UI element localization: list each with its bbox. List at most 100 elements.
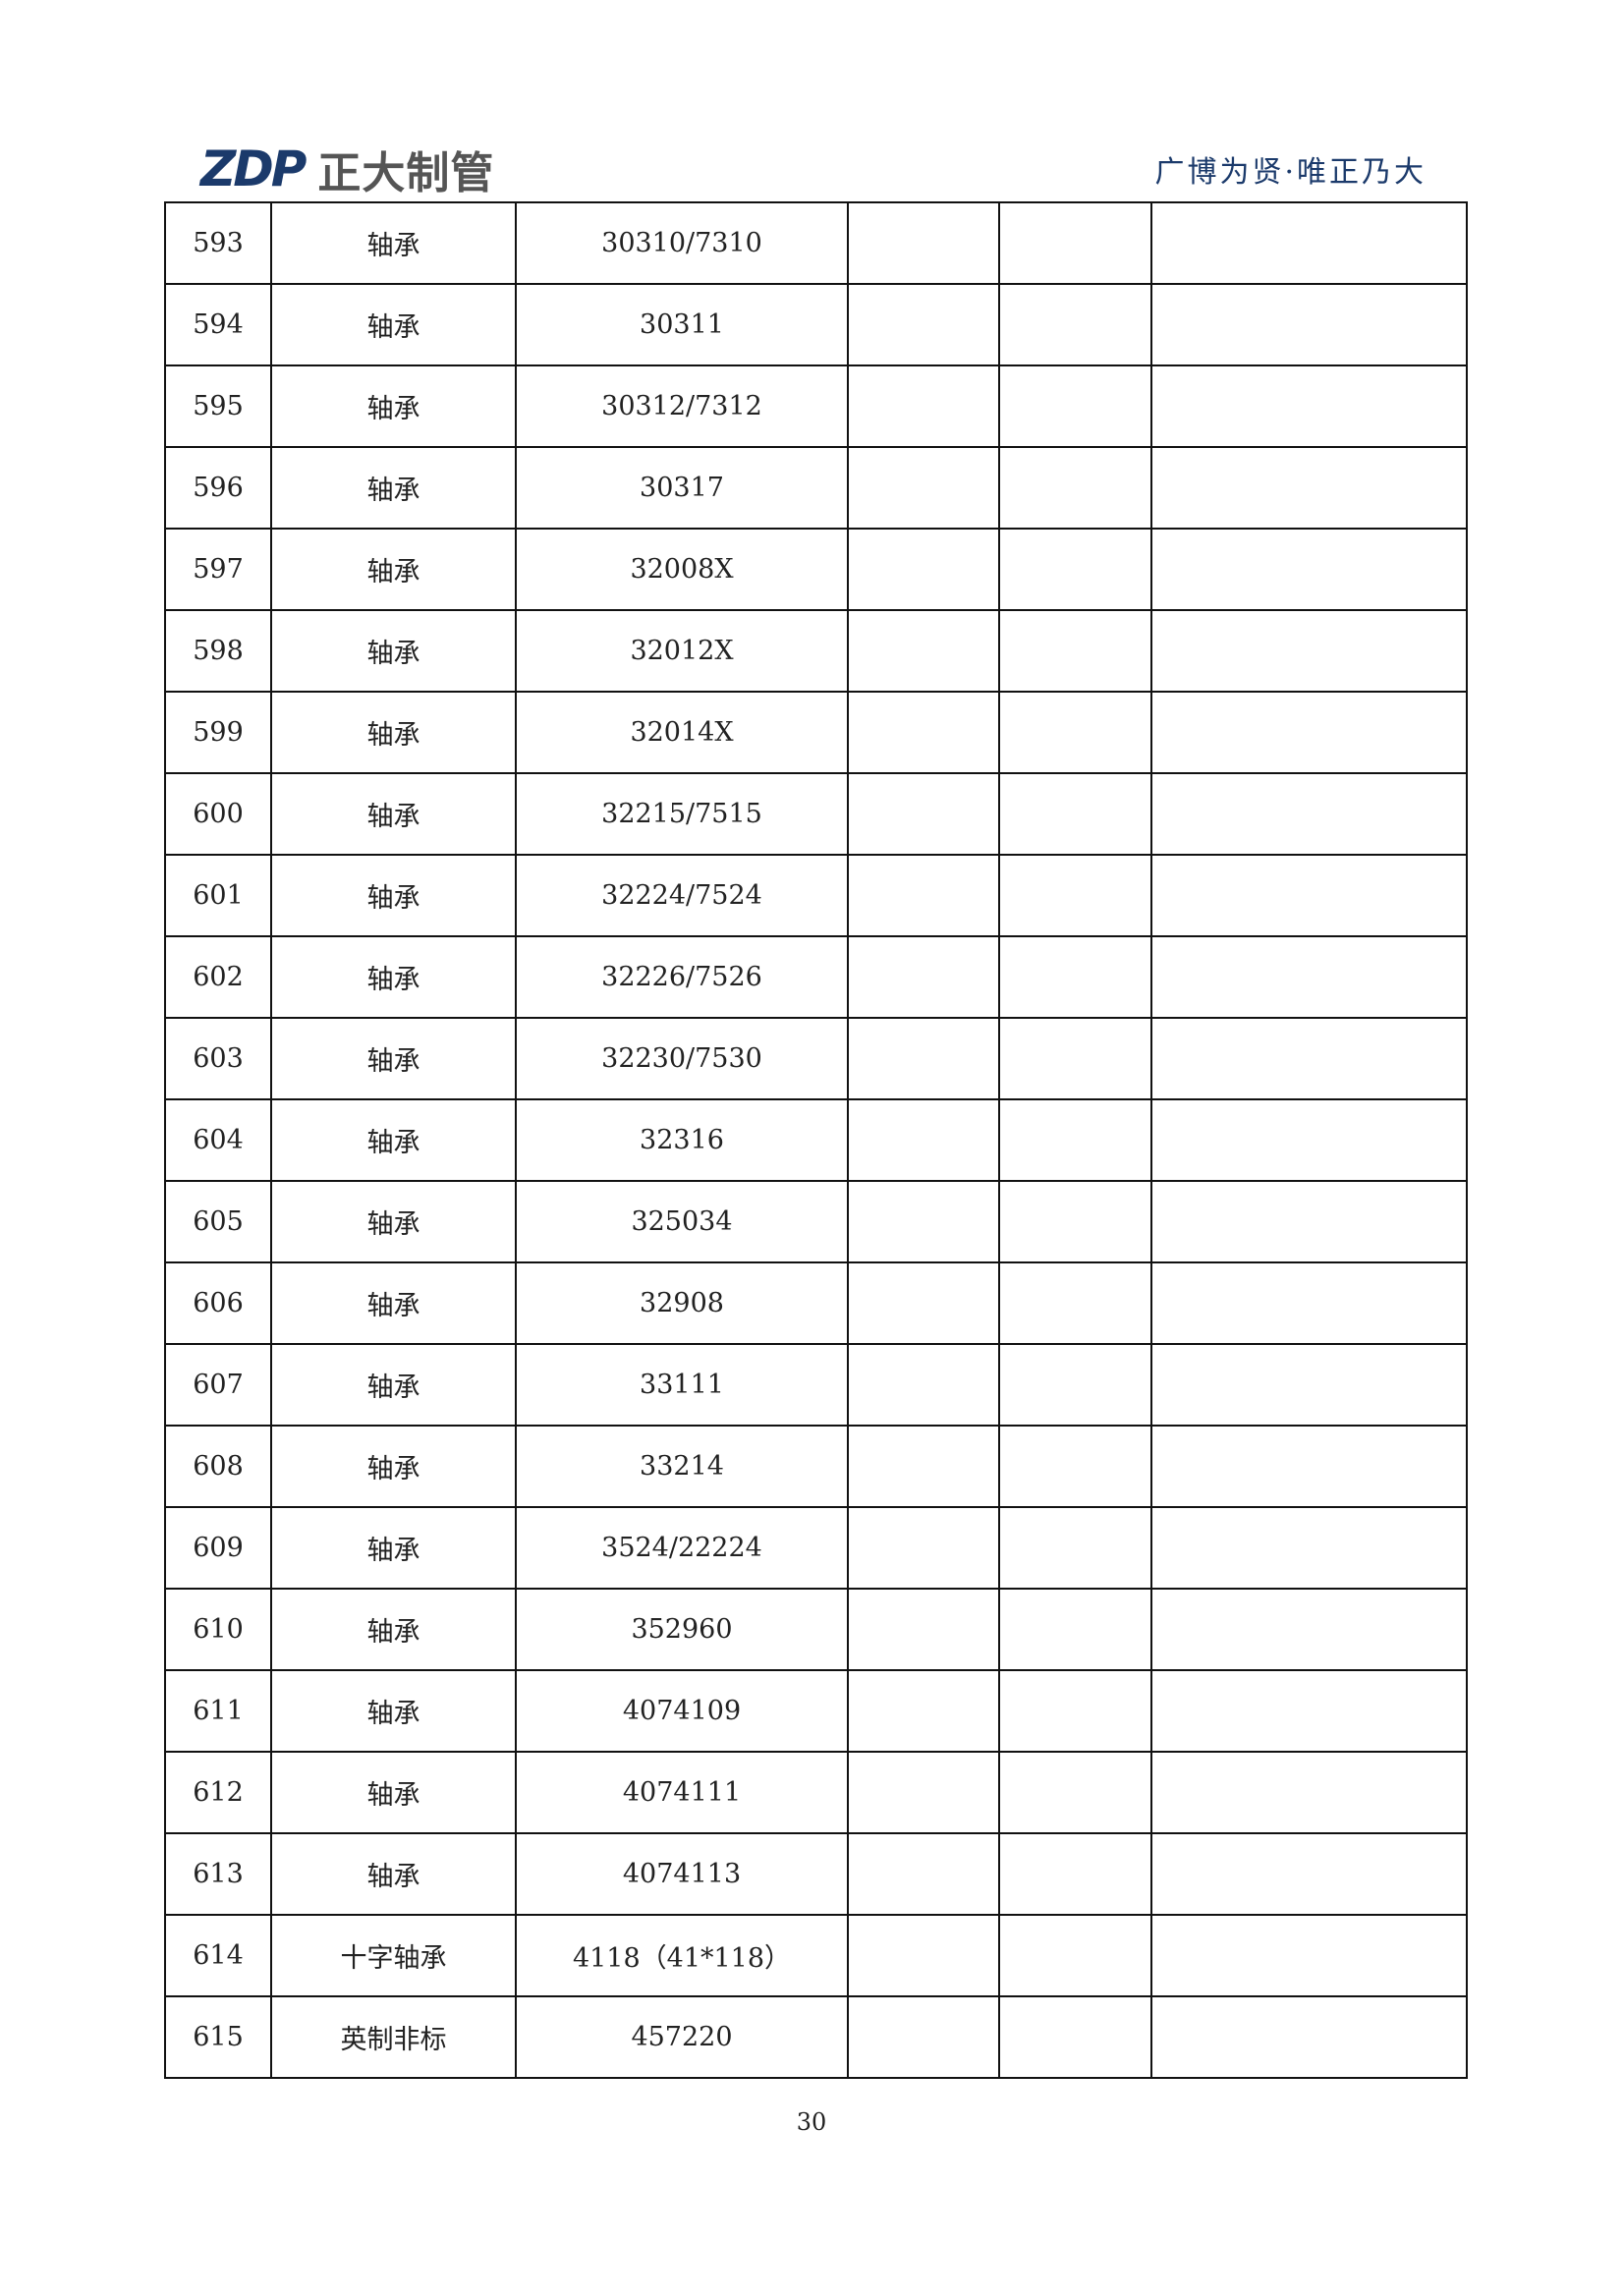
item-name: 轴承 xyxy=(270,1180,517,1263)
item-model: 30312/7312 xyxy=(515,364,849,448)
item-name: 轴承 xyxy=(270,935,517,1019)
empty-cell xyxy=(998,1914,1152,1997)
item-model: 32230/7530 xyxy=(515,1017,849,1100)
item-name: 轴承 xyxy=(270,1751,517,1834)
table-row: 613 轴承 4074113 xyxy=(164,1832,1468,1916)
item-model: 32908 xyxy=(515,1261,849,1345)
item-name: 轴承 xyxy=(270,1098,517,1182)
item-model: 352960 xyxy=(515,1588,849,1671)
empty-cell xyxy=(1150,935,1468,1019)
empty-cell xyxy=(847,446,1000,530)
row-number: 595 xyxy=(164,364,272,448)
empty-cell xyxy=(1150,1425,1468,1508)
row-number: 600 xyxy=(164,772,272,856)
empty-cell xyxy=(847,283,1000,366)
table-row: 606 轴承 32908 xyxy=(164,1261,1468,1345)
item-name: 轴承 xyxy=(270,854,517,937)
item-model: 32014X xyxy=(515,691,849,774)
table-row: 600 轴承 32215/7515 xyxy=(164,772,1468,856)
row-number: 593 xyxy=(164,201,272,285)
item-name: 轴承 xyxy=(270,609,517,693)
item-model: 32008X xyxy=(515,528,849,611)
table-row: 601 轴承 32224/7524 xyxy=(164,854,1468,937)
empty-cell xyxy=(847,1180,1000,1263)
item-name: 轴承 xyxy=(270,691,517,774)
empty-cell xyxy=(1150,1832,1468,1916)
item-name: 轴承 xyxy=(270,201,517,285)
empty-cell xyxy=(1150,609,1468,693)
empty-cell xyxy=(1150,1588,1468,1671)
row-number: 614 xyxy=(164,1914,272,1997)
logo-mark: ZDP xyxy=(200,140,307,197)
empty-cell xyxy=(847,201,1000,285)
empty-cell xyxy=(847,1425,1000,1508)
empty-cell xyxy=(847,364,1000,448)
empty-cell xyxy=(1150,1995,1468,2079)
table-row: 595 轴承 30312/7312 xyxy=(164,364,1468,448)
empty-cell xyxy=(847,691,1000,774)
row-number: 602 xyxy=(164,935,272,1019)
empty-cell xyxy=(998,1425,1152,1508)
row-number: 605 xyxy=(164,1180,272,1263)
parts-table: 593 轴承 30310/7310 594 轴承 30311 595 轴承 30312/7312… xyxy=(164,201,1468,2079)
empty-cell xyxy=(998,1098,1152,1182)
empty-cell xyxy=(998,1669,1152,1753)
empty-cell xyxy=(1150,1506,1468,1590)
row-number: 604 xyxy=(164,1098,272,1182)
empty-cell xyxy=(998,364,1152,448)
item-model: 3524/22224 xyxy=(515,1506,849,1590)
item-model: 4118（41*118） xyxy=(515,1914,849,1997)
empty-cell xyxy=(1150,283,1468,366)
item-model: 30317 xyxy=(515,446,849,530)
item-name: 轴承 xyxy=(270,364,517,448)
row-number: 603 xyxy=(164,1017,272,1100)
empty-cell xyxy=(1150,772,1468,856)
empty-cell xyxy=(998,446,1152,530)
row-number: 615 xyxy=(164,1995,272,2079)
empty-cell xyxy=(1150,691,1468,774)
empty-cell xyxy=(998,528,1152,611)
empty-cell xyxy=(1150,1098,1468,1182)
table-row: 608 轴承 33214 xyxy=(164,1425,1468,1508)
logo-text: 正大制管 xyxy=(317,148,495,198)
empty-cell xyxy=(1150,446,1468,530)
item-model: 32226/7526 xyxy=(515,935,849,1019)
row-number: 601 xyxy=(164,854,272,937)
table-row: 615 英制非标 457220 xyxy=(164,1995,1468,2079)
table-row: 599 轴承 32014X xyxy=(164,691,1468,774)
company-logo: ZDP 正大制管 xyxy=(200,138,494,200)
empty-cell xyxy=(998,1506,1152,1590)
row-number: 610 xyxy=(164,1588,272,1671)
table-row: 607 轴承 33111 xyxy=(164,1343,1468,1427)
row-number: 599 xyxy=(164,691,272,774)
item-name: 英制非标 xyxy=(270,1995,517,2079)
item-name: 轴承 xyxy=(270,1343,517,1427)
item-model: 32215/7515 xyxy=(515,772,849,856)
empty-cell xyxy=(1150,1751,1468,1834)
table-row: 610 轴承 352960 xyxy=(164,1588,1468,1671)
item-model: 32316 xyxy=(515,1098,849,1182)
empty-cell xyxy=(998,283,1152,366)
table-row: 604 轴承 32316 xyxy=(164,1098,1468,1182)
empty-cell xyxy=(847,1343,1000,1427)
item-name: 轴承 xyxy=(270,1669,517,1753)
table-row: 611 轴承 4074109 xyxy=(164,1669,1468,1753)
empty-cell xyxy=(847,772,1000,856)
table-row: 602 轴承 32226/7526 xyxy=(164,935,1468,1019)
table-row: 605 轴承 325034 xyxy=(164,1180,1468,1263)
item-model: 325034 xyxy=(515,1180,849,1263)
item-model: 4074113 xyxy=(515,1832,849,1916)
empty-cell xyxy=(1150,1343,1468,1427)
empty-cell xyxy=(1150,1261,1468,1345)
row-number: 609 xyxy=(164,1506,272,1590)
item-name: 轴承 xyxy=(270,1017,517,1100)
empty-cell xyxy=(847,854,1000,937)
empty-cell xyxy=(1150,1914,1468,1997)
empty-cell xyxy=(847,1751,1000,1834)
empty-cell xyxy=(1150,1017,1468,1100)
item-model: 4074109 xyxy=(515,1669,849,1753)
table-row: 603 轴承 32230/7530 xyxy=(164,1017,1468,1100)
empty-cell xyxy=(1150,854,1468,937)
item-model: 32012X xyxy=(515,609,849,693)
empty-cell xyxy=(998,1343,1152,1427)
